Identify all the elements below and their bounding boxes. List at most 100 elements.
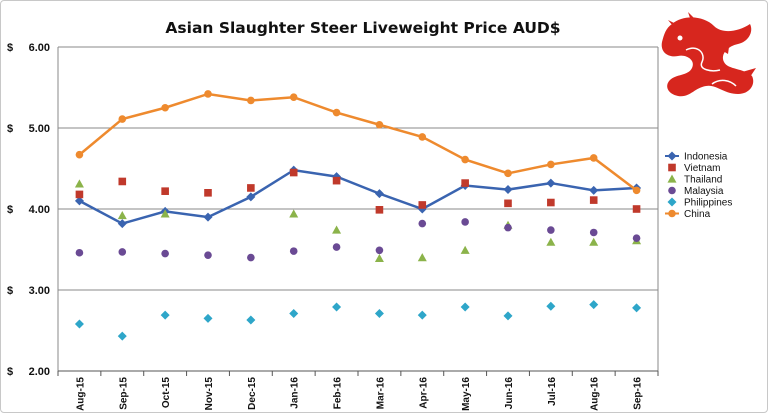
data-point-vietnam	[418, 201, 427, 209]
data-point-philippines	[160, 310, 170, 320]
data-point-thailand	[460, 245, 470, 254]
data-point-china	[118, 115, 127, 123]
data-point-china	[289, 93, 298, 102]
x-tick-label: Nov-15	[204, 377, 215, 411]
data-point-china	[75, 150, 84, 159]
x-tick-label: Mar-16	[375, 377, 386, 410]
data-point-vietnam	[375, 206, 384, 214]
data-point-vietnam	[118, 177, 127, 186]
legend-label-malaysia: Malaysia	[684, 186, 724, 197]
data-point-malaysia	[75, 248, 84, 257]
data-point-indonesia	[503, 185, 513, 195]
x-tick-label: Jan-16	[290, 377, 301, 409]
data-point-thailand	[374, 253, 384, 263]
data-point-china	[589, 154, 598, 162]
data-point-vietnam	[589, 196, 598, 204]
x-tick-label: Aug-15	[75, 377, 86, 411]
data-point-china	[461, 155, 469, 164]
y-unit-symbol: $	[7, 123, 13, 135]
data-point-malaysia	[504, 223, 512, 232]
data-point-malaysia	[461, 218, 469, 226]
data-point-philippines	[460, 302, 470, 312]
y-tick-label: 5.00	[29, 123, 50, 135]
data-point-china	[332, 108, 341, 117]
data-point-malaysia	[247, 253, 255, 262]
legend-marker-thailand	[667, 174, 677, 183]
data-point-vietnam	[204, 189, 212, 197]
data-point-philippines	[632, 303, 642, 313]
data-point-indonesia	[589, 185, 599, 195]
x-tick-label: May-16	[461, 377, 472, 411]
series-marks	[74, 90, 642, 341]
data-point-vietnam	[632, 205, 641, 213]
y-unit-symbol: $	[7, 42, 13, 54]
legend-marker-malaysia	[668, 186, 676, 195]
legend-marker-vietnam	[668, 163, 676, 172]
series-line-china	[78, 92, 638, 192]
axes: 2.00 $3.00 $4.00 $5.00 $6.00 $ Aug-15 Sep-15 Oct…	[7, 42, 659, 411]
data-point-philippines	[74, 319, 84, 329]
data-point-philippines	[374, 308, 384, 318]
legend-label-vietnam: Vietnam	[684, 163, 721, 174]
data-point-philippines	[589, 300, 599, 310]
data-point-indonesia	[374, 189, 384, 199]
data-point-china	[204, 90, 212, 98]
y-tick-label: 2.00	[29, 366, 50, 378]
data-point-thailand	[117, 210, 127, 220]
chart-title: Asian Slaughter Steer Liveweight Price A…	[165, 19, 560, 37]
x-tick-label: Dec-15	[247, 377, 258, 410]
data-point-indonesia	[246, 192, 256, 202]
x-tick-label: Sep-16	[633, 377, 644, 410]
data-point-thailand	[74, 179, 84, 188]
x-tick-label: Sep-15	[118, 377, 129, 410]
data-point-vietnam	[161, 187, 169, 195]
data-point-malaysia	[289, 247, 298, 255]
data-point-thailand	[160, 209, 170, 218]
data-point-china	[632, 186, 641, 195]
data-point-indonesia	[117, 219, 127, 229]
red-dragon-icon	[661, 12, 756, 97]
data-point-thailand	[546, 237, 556, 246]
x-tick-label: Apr-16	[418, 377, 429, 409]
data-point-vietnam	[461, 179, 469, 187]
data-point-malaysia	[118, 248, 127, 256]
legend-marker-indonesia	[667, 151, 677, 161]
data-point-malaysia	[418, 219, 427, 228]
data-point-vietnam	[547, 198, 555, 207]
data-point-malaysia	[161, 249, 169, 258]
data-point-malaysia	[375, 246, 384, 255]
data-point-philippines	[417, 310, 427, 320]
data-point-malaysia	[589, 228, 598, 237]
legend-label-indonesia: Indonesia	[684, 152, 728, 163]
data-point-thailand	[332, 225, 342, 234]
x-tick-label: Jun-16	[504, 377, 515, 410]
data-point-china	[547, 160, 555, 169]
x-tick-label: Feb-16	[333, 377, 344, 410]
data-point-philippines	[203, 313, 213, 323]
data-point-indonesia	[74, 196, 84, 206]
data-point-china	[247, 96, 255, 105]
x-tick-label: Oct-15	[161, 377, 172, 409]
data-point-philippines	[246, 315, 256, 325]
data-point-vietnam	[332, 176, 341, 185]
y-unit-symbol: $	[7, 204, 13, 216]
y-unit-symbol: $	[7, 366, 13, 378]
x-tick-label: Jul-16	[547, 377, 558, 406]
x-tick-label: Aug-16	[590, 377, 601, 411]
series-line-indonesia	[78, 168, 637, 225]
data-point-thailand	[417, 253, 427, 262]
data-point-vietnam	[75, 190, 84, 199]
data-point-malaysia	[632, 234, 641, 242]
data-point-vietnam	[247, 184, 255, 192]
data-point-philippines	[332, 302, 342, 312]
data-point-thailand	[289, 209, 299, 218]
y-tick-label: 3.00	[29, 285, 50, 297]
data-point-china	[504, 169, 512, 178]
data-point-malaysia	[547, 226, 555, 234]
data-point-china	[161, 103, 169, 112]
y-unit-symbol: $	[7, 285, 13, 297]
legend-label-china: China	[684, 209, 711, 220]
data-point-vietnam	[504, 199, 512, 208]
y-tick-label: 4.00	[29, 204, 50, 216]
